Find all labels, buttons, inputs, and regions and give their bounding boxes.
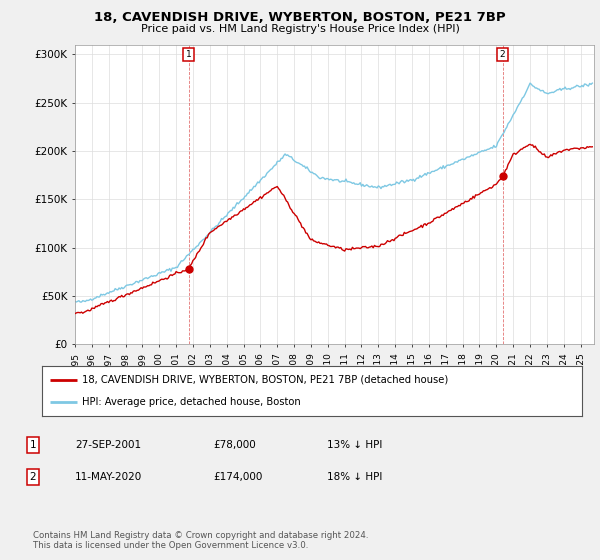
Text: 18% ↓ HPI: 18% ↓ HPI: [327, 472, 382, 482]
Text: 1: 1: [185, 50, 191, 59]
Text: £78,000: £78,000: [213, 440, 256, 450]
Text: 2: 2: [29, 472, 37, 482]
Text: 27-SEP-2001: 27-SEP-2001: [75, 440, 141, 450]
Text: 1: 1: [29, 440, 37, 450]
Text: 13% ↓ HPI: 13% ↓ HPI: [327, 440, 382, 450]
Text: Contains HM Land Registry data © Crown copyright and database right 2024.
This d: Contains HM Land Registry data © Crown c…: [33, 530, 368, 550]
Text: 11-MAY-2020: 11-MAY-2020: [75, 472, 142, 482]
Text: 2: 2: [500, 50, 505, 59]
Text: Price paid vs. HM Land Registry's House Price Index (HPI): Price paid vs. HM Land Registry's House …: [140, 24, 460, 34]
Text: 18, CAVENDISH DRIVE, WYBERTON, BOSTON, PE21 7BP: 18, CAVENDISH DRIVE, WYBERTON, BOSTON, P…: [94, 11, 506, 24]
Text: 18, CAVENDISH DRIVE, WYBERTON, BOSTON, PE21 7BP (detached house): 18, CAVENDISH DRIVE, WYBERTON, BOSTON, P…: [83, 375, 449, 385]
Text: HPI: Average price, detached house, Boston: HPI: Average price, detached house, Bost…: [83, 397, 301, 407]
Text: £174,000: £174,000: [213, 472, 262, 482]
